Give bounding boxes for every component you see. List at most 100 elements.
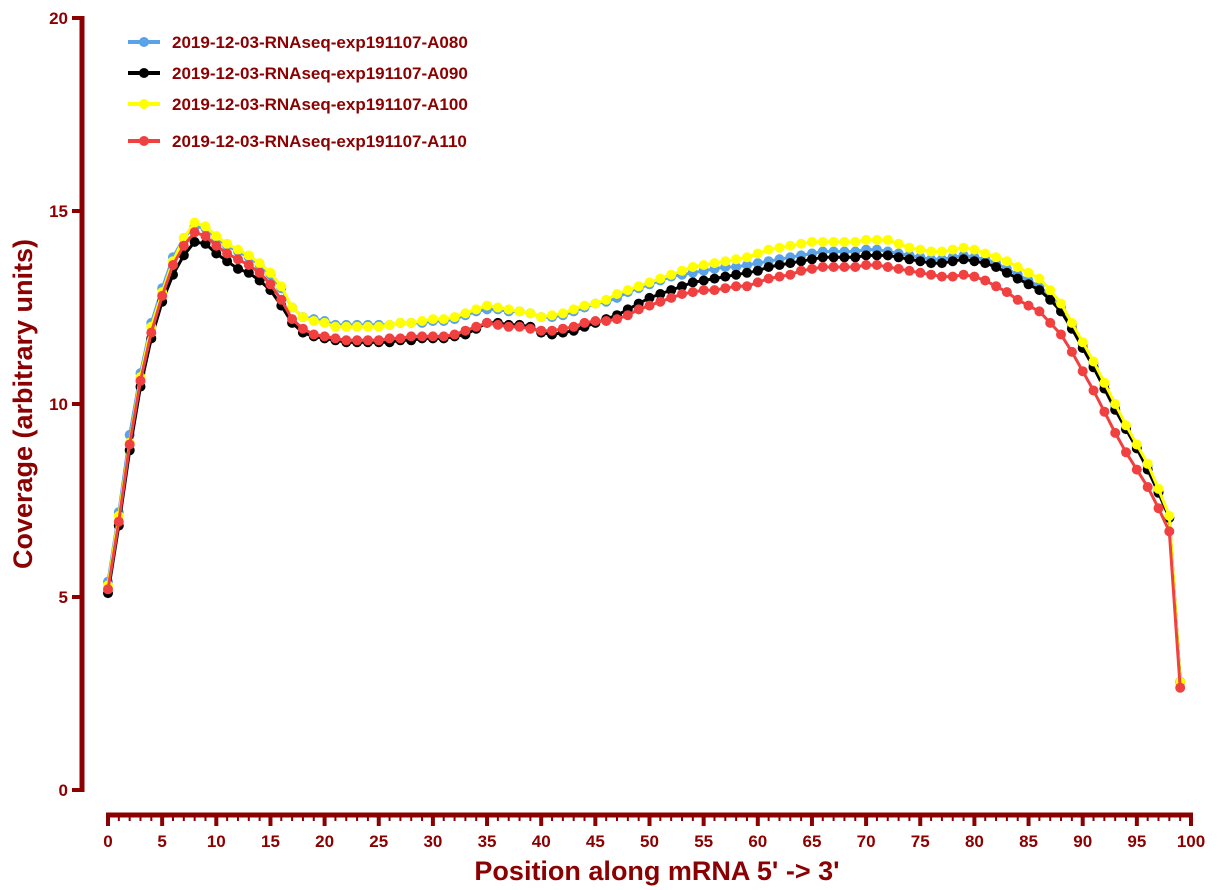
x-tick-label: 70 — [857, 832, 876, 851]
series-layer — [103, 217, 1186, 693]
data-point — [1110, 399, 1121, 409]
data-point — [731, 281, 742, 292]
data-point — [243, 267, 254, 278]
data-point — [904, 242, 915, 253]
x-axis-title: Position along mRNA 5' -> 3' — [474, 856, 839, 886]
data-point — [265, 279, 276, 290]
data-point — [666, 292, 677, 303]
data-point — [958, 242, 969, 253]
data-point — [774, 242, 785, 253]
data-point — [644, 300, 655, 311]
data-point — [698, 260, 709, 270]
data-point — [666, 269, 677, 280]
data-point — [547, 325, 557, 336]
data-point — [644, 277, 655, 288]
data-point — [893, 252, 904, 263]
data-point — [1023, 300, 1034, 311]
data-point — [817, 252, 828, 263]
data-point — [633, 281, 644, 292]
legend-swatch-marker — [139, 99, 149, 109]
data-point — [763, 244, 774, 255]
data-point — [1153, 483, 1164, 494]
data-point — [687, 277, 698, 288]
data-point — [547, 310, 557, 321]
data-point — [742, 281, 752, 292]
x-tick-label: 100 — [1177, 832, 1205, 851]
data-point — [1045, 317, 1056, 328]
data-point — [1077, 337, 1088, 348]
data-point — [839, 236, 850, 247]
data-point — [297, 312, 308, 323]
data-point — [319, 317, 330, 328]
data-point — [373, 335, 384, 346]
data-point — [189, 227, 200, 238]
data-point — [1001, 256, 1012, 267]
data-point — [785, 269, 796, 280]
data-point — [579, 300, 590, 311]
data-point — [1012, 273, 1023, 284]
y-tick-label: 15 — [49, 202, 68, 221]
data-point — [427, 314, 438, 325]
data-point — [200, 221, 211, 232]
data-point — [936, 271, 947, 282]
legend-swatch-marker — [139, 68, 149, 78]
data-point — [763, 262, 774, 272]
data-point — [1001, 267, 1012, 278]
data-point — [362, 335, 373, 346]
data-point — [947, 244, 958, 255]
data-point — [839, 252, 850, 263]
data-point — [742, 252, 752, 263]
data-point — [763, 273, 774, 284]
data-point — [113, 516, 124, 527]
data-point — [373, 321, 384, 332]
x-tick-label: 85 — [1019, 832, 1038, 851]
data-point — [1045, 294, 1056, 305]
data-point — [330, 333, 341, 344]
data-point — [644, 292, 655, 303]
data-point — [254, 267, 265, 278]
data-point — [243, 250, 254, 261]
axes: 0 5 10 15 20 0 5 10 15 20 25 30 35 40 45 50 55 60 65 70 75 8… — [49, 9, 1205, 851]
data-point — [449, 312, 460, 323]
data-point — [514, 321, 525, 332]
series-line — [106, 240, 1182, 682]
x-tick-label: 10 — [207, 832, 226, 851]
data-point — [774, 260, 785, 270]
data-point — [796, 238, 807, 249]
data-point — [1099, 406, 1110, 417]
x-tick-label: 65 — [802, 832, 821, 851]
data-point — [601, 316, 612, 326]
data-point — [1099, 377, 1110, 388]
data-point — [1034, 306, 1045, 317]
data-point — [254, 258, 265, 269]
data-point — [557, 323, 568, 334]
series-1 — [103, 221, 1186, 687]
data-point — [1012, 262, 1023, 272]
data-point — [709, 258, 720, 269]
data-point — [1142, 482, 1153, 492]
x-tick-label: 75 — [911, 832, 930, 851]
data-point — [969, 271, 980, 282]
data-point — [330, 321, 341, 332]
data-point — [774, 271, 785, 282]
data-point — [395, 333, 406, 344]
data-point — [308, 316, 319, 326]
y-tick-label: 5 — [59, 588, 68, 607]
data-point — [460, 325, 471, 336]
data-point — [287, 302, 298, 313]
data-point — [622, 310, 633, 321]
data-point — [189, 236, 200, 247]
data-point — [1066, 317, 1077, 328]
data-point — [287, 314, 298, 325]
data-point — [395, 317, 406, 328]
data-point — [568, 304, 579, 315]
data-point — [233, 244, 243, 255]
data-point — [265, 267, 276, 278]
legend-label: 2019-12-03-RNAseq-exp191107-A110 — [172, 132, 467, 151]
data-point — [438, 331, 449, 342]
data-point — [687, 287, 698, 298]
data-point — [861, 250, 872, 261]
x-tick-label: 45 — [586, 832, 605, 851]
data-point — [687, 262, 698, 272]
data-point — [384, 333, 395, 344]
